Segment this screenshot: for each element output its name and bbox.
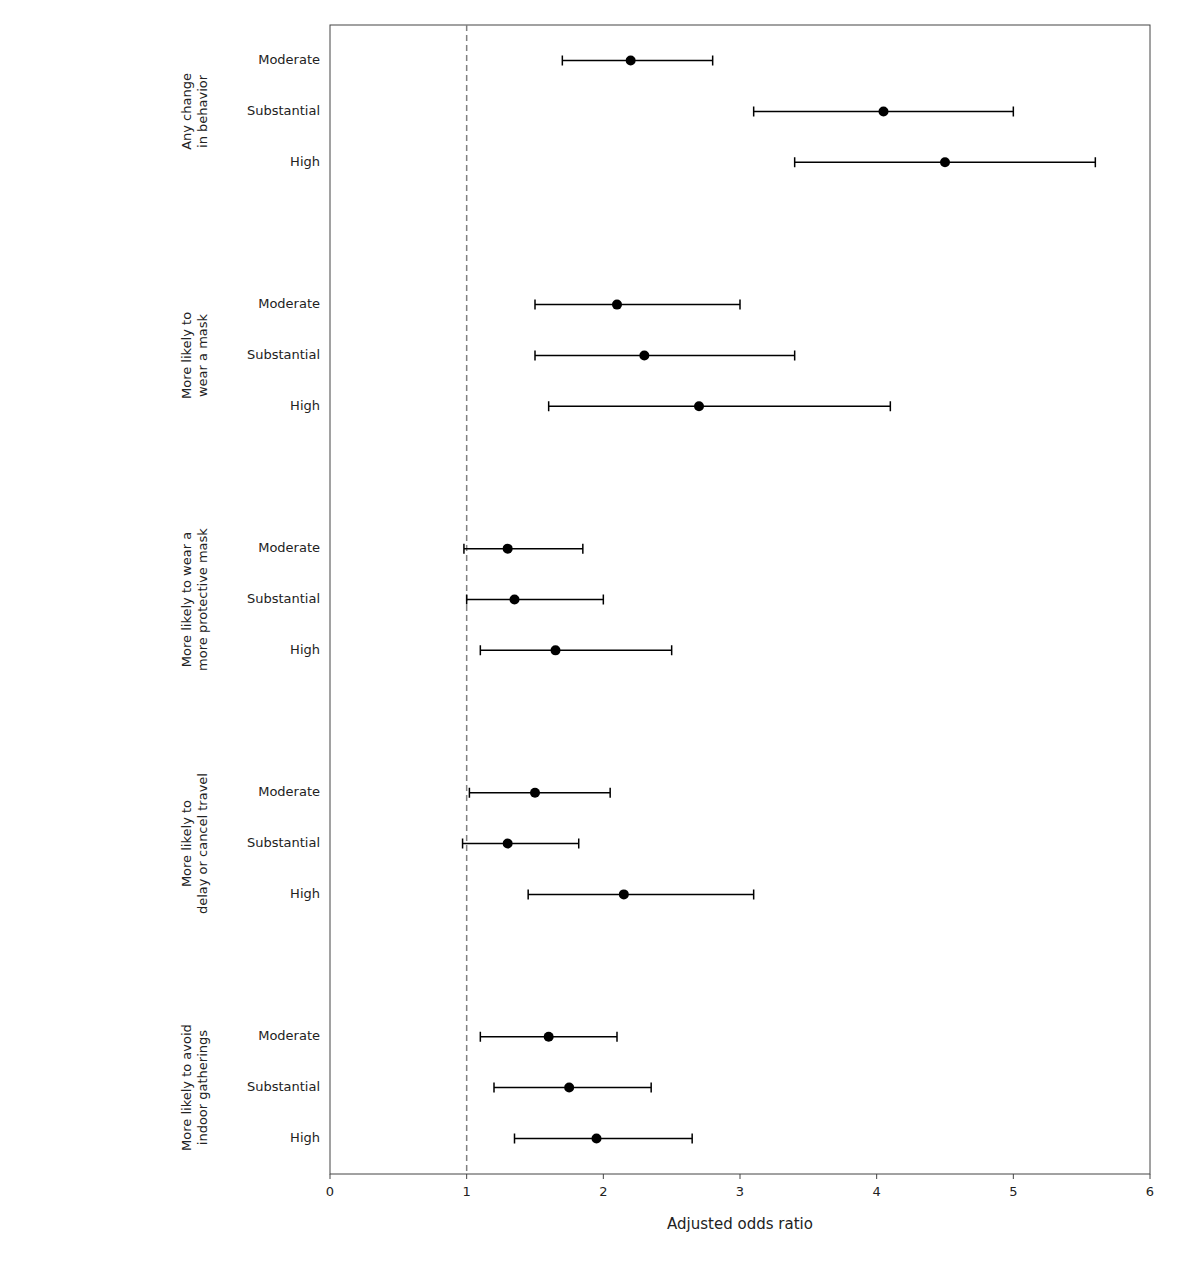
y-tick-label: Moderate xyxy=(258,1028,320,1043)
group-label-line: More likely to xyxy=(179,312,194,399)
error-bar xyxy=(494,1083,651,1093)
y-tick-label: High xyxy=(290,154,320,169)
y-tick-label: High xyxy=(290,398,320,413)
error-bar xyxy=(549,401,891,411)
plot-frame xyxy=(330,25,1150,1174)
group-label: Any changein behavior xyxy=(179,73,210,150)
plot-area xyxy=(463,25,1096,1174)
x-tick xyxy=(603,1174,604,1179)
point xyxy=(503,839,513,849)
x-tick xyxy=(876,1174,877,1179)
point xyxy=(503,544,513,554)
group-label-line: delay or cancel travel xyxy=(195,773,210,914)
error-bar xyxy=(469,788,610,798)
group-label: More likely to wear amore protective mas… xyxy=(179,528,210,671)
point xyxy=(626,56,636,66)
x-tick-label: 0 xyxy=(326,1184,334,1199)
point xyxy=(592,1133,602,1143)
error-bar xyxy=(463,839,579,849)
y-tick-label: High xyxy=(290,1130,320,1145)
y-tick-label: Substantial xyxy=(247,347,320,362)
error-bar xyxy=(464,544,583,554)
x-tick xyxy=(466,1174,467,1179)
group-label: More likely to avoidindoor gatherings xyxy=(179,1024,210,1151)
y-tick-label: Substantial xyxy=(247,591,320,606)
error-bar xyxy=(535,300,740,310)
point xyxy=(544,1032,554,1042)
x-axis: 0 1 2 3 4 5 6 xyxy=(326,1174,1154,1199)
point xyxy=(530,788,540,798)
group-label-line: wear a mask xyxy=(195,313,210,397)
point xyxy=(619,889,629,899)
x-tick-label: 1 xyxy=(463,1184,471,1199)
y-tick-label: Moderate xyxy=(258,296,320,311)
error-bar xyxy=(467,595,604,605)
point xyxy=(940,157,950,167)
group-label-line: Any change xyxy=(179,73,194,150)
error-bar xyxy=(480,1032,617,1042)
point xyxy=(612,300,622,310)
x-tick-label: 5 xyxy=(1009,1184,1017,1199)
point xyxy=(510,595,520,605)
error-bar xyxy=(562,56,712,66)
chart: 0 1 2 3 4 5 6 Adjusted odds ratio Moderate Substa… xyxy=(0,0,1185,1264)
error-bar xyxy=(535,350,795,360)
group-label-line: indoor gatherings xyxy=(195,1030,210,1145)
point xyxy=(564,1083,574,1093)
group-label-line: More likely to xyxy=(179,800,194,887)
group-label: More likely towear a mask xyxy=(179,312,210,399)
y-tick-label: Substantial xyxy=(247,1079,320,1094)
x-axis-label: Adjusted odds ratio xyxy=(667,1215,813,1233)
y-tick-label: Substantial xyxy=(247,103,320,118)
x-tick xyxy=(1013,1174,1014,1179)
x-tick xyxy=(1150,1174,1151,1179)
y-tick-label: High xyxy=(290,886,320,901)
y-tick-label: Moderate xyxy=(258,784,320,799)
point xyxy=(551,645,561,655)
y-tick-label: Moderate xyxy=(258,52,320,67)
y-tick-label: High xyxy=(290,642,320,657)
x-tick xyxy=(330,1174,331,1179)
point xyxy=(879,106,889,116)
error-bar xyxy=(528,889,754,899)
group-label-line: in behavior xyxy=(195,74,210,148)
x-tick-label: 2 xyxy=(599,1184,607,1199)
group-label: More likely todelay or cancel travel xyxy=(179,773,210,914)
error-bar xyxy=(480,645,671,655)
point xyxy=(639,350,649,360)
y-tick-label: Moderate xyxy=(258,540,320,555)
group-label-line: More likely to avoid xyxy=(179,1024,194,1151)
x-tick-label: 3 xyxy=(736,1184,744,1199)
x-tick xyxy=(740,1174,741,1179)
point xyxy=(694,401,704,411)
group-label-line: More likely to wear a xyxy=(179,532,194,667)
error-bar xyxy=(754,106,1014,116)
error-bar xyxy=(795,157,1096,167)
x-tick-label: 6 xyxy=(1146,1184,1154,1199)
y-tick-label: Substantial xyxy=(247,835,320,850)
background xyxy=(0,0,1185,1264)
group-label-line: more protective mask xyxy=(195,528,210,671)
error-bar xyxy=(515,1133,693,1143)
x-tick-label: 4 xyxy=(873,1184,881,1199)
